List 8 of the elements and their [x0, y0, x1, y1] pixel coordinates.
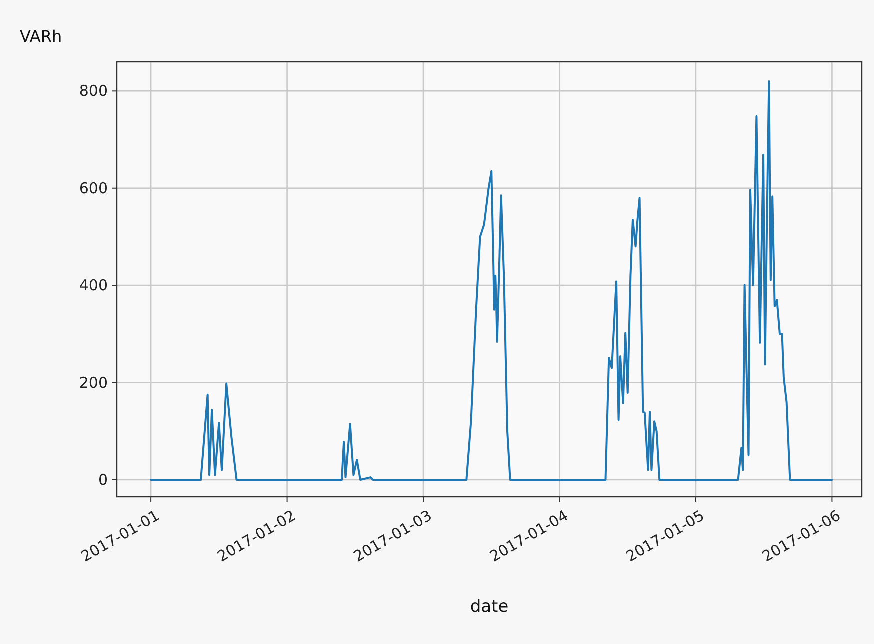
y-tick-label: 600: [79, 179, 108, 198]
y-tick-label: 200: [79, 374, 108, 392]
y-tick-label: 800: [79, 82, 108, 100]
line-series: [150, 80, 834, 481]
y-tick-label: 400: [79, 276, 108, 295]
y-axis-title: VARh: [20, 27, 62, 46]
y-tick-label: 0: [98, 470, 108, 489]
x-axis-title: date: [470, 597, 509, 617]
